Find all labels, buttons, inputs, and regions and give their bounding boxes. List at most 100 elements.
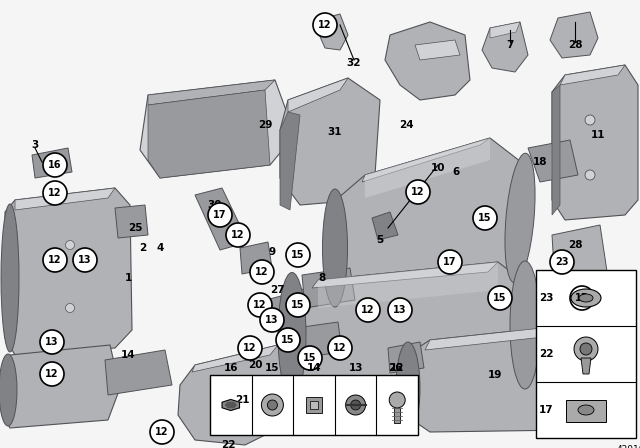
Polygon shape bbox=[15, 188, 115, 210]
Text: 32: 32 bbox=[347, 58, 361, 68]
Polygon shape bbox=[192, 345, 278, 372]
Text: 15: 15 bbox=[291, 300, 305, 310]
Polygon shape bbox=[318, 262, 498, 308]
Polygon shape bbox=[312, 262, 498, 288]
Polygon shape bbox=[415, 40, 460, 60]
Circle shape bbox=[40, 330, 64, 354]
Circle shape bbox=[250, 260, 274, 284]
Bar bbox=[306, 397, 322, 413]
Text: 22: 22 bbox=[221, 440, 236, 448]
Polygon shape bbox=[2, 345, 120, 428]
Ellipse shape bbox=[0, 354, 17, 426]
Text: 11: 11 bbox=[591, 130, 605, 140]
Polygon shape bbox=[105, 350, 172, 395]
Polygon shape bbox=[240, 242, 272, 274]
Text: 6: 6 bbox=[452, 167, 460, 177]
Polygon shape bbox=[552, 65, 638, 220]
Text: 15: 15 bbox=[281, 335, 295, 345]
Text: 420105: 420105 bbox=[617, 445, 640, 448]
Polygon shape bbox=[560, 65, 625, 85]
Circle shape bbox=[73, 248, 97, 272]
Ellipse shape bbox=[585, 336, 611, 428]
Circle shape bbox=[43, 153, 67, 177]
Polygon shape bbox=[258, 295, 292, 330]
Circle shape bbox=[286, 243, 310, 267]
Text: 12: 12 bbox=[255, 267, 269, 277]
Text: 16: 16 bbox=[48, 160, 61, 170]
Text: 12: 12 bbox=[156, 427, 169, 437]
Text: 30: 30 bbox=[208, 200, 222, 210]
Text: 15: 15 bbox=[575, 293, 589, 303]
Circle shape bbox=[268, 400, 277, 410]
Polygon shape bbox=[388, 342, 424, 373]
Circle shape bbox=[438, 250, 462, 274]
Polygon shape bbox=[115, 205, 148, 238]
Polygon shape bbox=[302, 268, 355, 308]
Ellipse shape bbox=[578, 405, 594, 415]
Circle shape bbox=[260, 308, 284, 332]
Text: 12: 12 bbox=[48, 255, 61, 265]
Bar bbox=[310, 401, 318, 409]
Ellipse shape bbox=[585, 115, 595, 125]
Polygon shape bbox=[402, 325, 598, 432]
Polygon shape bbox=[148, 90, 270, 178]
Polygon shape bbox=[581, 358, 591, 374]
Text: 14: 14 bbox=[307, 363, 321, 373]
Text: 21: 21 bbox=[235, 395, 249, 405]
Text: 19: 19 bbox=[488, 370, 502, 380]
Polygon shape bbox=[490, 22, 520, 38]
Circle shape bbox=[286, 293, 310, 317]
Circle shape bbox=[328, 336, 352, 360]
Circle shape bbox=[356, 298, 380, 322]
Polygon shape bbox=[222, 400, 239, 410]
Circle shape bbox=[570, 286, 594, 310]
Text: 15: 15 bbox=[493, 293, 507, 303]
Text: 17: 17 bbox=[444, 257, 457, 267]
Text: 13: 13 bbox=[265, 315, 279, 325]
Circle shape bbox=[351, 400, 360, 410]
Text: 28: 28 bbox=[568, 40, 582, 50]
Text: 15: 15 bbox=[265, 363, 280, 373]
Circle shape bbox=[261, 394, 284, 416]
Circle shape bbox=[580, 343, 592, 355]
Polygon shape bbox=[318, 14, 348, 50]
Circle shape bbox=[208, 203, 232, 227]
Circle shape bbox=[226, 223, 250, 247]
Polygon shape bbox=[568, 288, 610, 330]
Polygon shape bbox=[32, 148, 72, 178]
Text: 17: 17 bbox=[539, 405, 554, 415]
Circle shape bbox=[298, 346, 322, 370]
Polygon shape bbox=[425, 325, 570, 350]
Ellipse shape bbox=[579, 294, 593, 302]
Text: 12: 12 bbox=[243, 343, 257, 353]
Ellipse shape bbox=[585, 170, 595, 180]
Text: 4: 4 bbox=[156, 243, 164, 253]
Circle shape bbox=[43, 248, 67, 272]
Polygon shape bbox=[328, 138, 525, 295]
Text: 12: 12 bbox=[361, 305, 375, 315]
Circle shape bbox=[406, 180, 430, 204]
Ellipse shape bbox=[571, 289, 601, 307]
Text: 12: 12 bbox=[412, 187, 425, 197]
Ellipse shape bbox=[510, 261, 540, 389]
Ellipse shape bbox=[505, 153, 535, 283]
Polygon shape bbox=[282, 322, 342, 360]
Text: 12: 12 bbox=[45, 369, 59, 379]
Text: 31: 31 bbox=[328, 127, 342, 137]
Text: 22: 22 bbox=[539, 349, 553, 359]
Text: 15: 15 bbox=[303, 353, 317, 363]
Text: 15: 15 bbox=[478, 213, 492, 223]
Circle shape bbox=[488, 286, 512, 310]
Polygon shape bbox=[280, 112, 300, 210]
Text: 12: 12 bbox=[253, 300, 267, 310]
Circle shape bbox=[313, 13, 337, 37]
Text: 7: 7 bbox=[506, 40, 514, 50]
Ellipse shape bbox=[396, 342, 420, 434]
Polygon shape bbox=[550, 12, 598, 58]
Circle shape bbox=[248, 293, 272, 317]
Polygon shape bbox=[5, 188, 132, 355]
Text: 3: 3 bbox=[31, 140, 38, 150]
Ellipse shape bbox=[323, 189, 348, 307]
Circle shape bbox=[389, 392, 405, 408]
Polygon shape bbox=[288, 78, 348, 112]
